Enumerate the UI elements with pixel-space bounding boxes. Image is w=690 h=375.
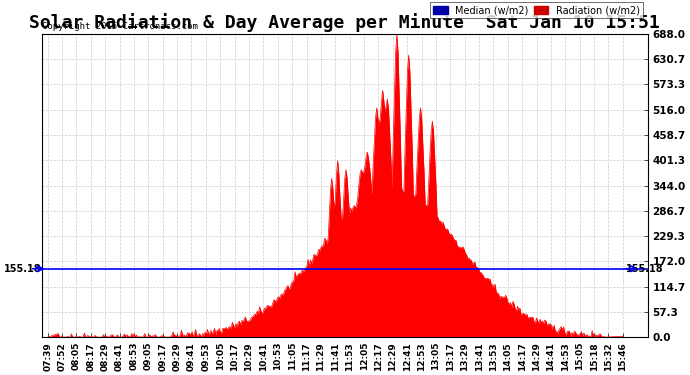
Text: 155.18: 155.18 — [627, 264, 664, 274]
Text: 155.18: 155.18 — [4, 264, 42, 274]
Legend: Median (w/m2), Radiation (w/m2): Median (w/m2), Radiation (w/m2) — [430, 3, 643, 18]
Title: Solar Radiation & Day Average per Minute  Sat Jan 10 15:51: Solar Radiation & Day Average per Minute… — [30, 13, 660, 32]
Text: Copyright 2015 Cartronics.com: Copyright 2015 Cartronics.com — [42, 22, 197, 31]
